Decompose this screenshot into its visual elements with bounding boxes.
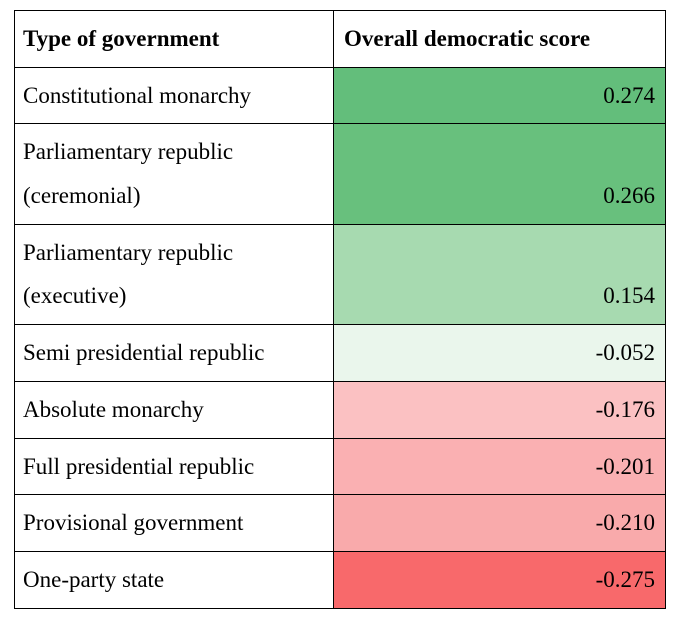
row-label: Parliamentary republic (ceremonial) xyxy=(15,124,334,224)
header-row: Type of government Overall democratic sc… xyxy=(15,11,666,68)
header-type: Type of government xyxy=(15,11,334,68)
democratic-score-table: Type of government Overall democratic sc… xyxy=(14,10,666,609)
row-label: One-party state xyxy=(15,551,334,608)
row-value: 0.154 xyxy=(333,224,665,324)
row-label: Constitutional monarchy xyxy=(15,67,334,124)
row-label: Semi presidential republic xyxy=(15,325,334,382)
table-row: Provisional government -0.210 xyxy=(15,495,666,552)
row-label: Parliamentary republic (executive) xyxy=(15,224,334,324)
row-value: -0.176 xyxy=(333,381,665,438)
row-value: -0.201 xyxy=(333,438,665,495)
table-row: Constitutional monarchy 0.274 xyxy=(15,67,666,124)
row-value: -0.210 xyxy=(333,495,665,552)
row-label: Provisional government xyxy=(15,495,334,552)
table-row: Full presidential republic -0.201 xyxy=(15,438,666,495)
header-score: Overall democratic score xyxy=(333,11,665,68)
table-row: Semi presidential republic -0.052 xyxy=(15,325,666,382)
row-value: 0.266 xyxy=(333,124,665,224)
table-container: Type of government Overall democratic sc… xyxy=(0,0,680,619)
row-value: -0.275 xyxy=(333,551,665,608)
table-row: One-party state -0.275 xyxy=(15,551,666,608)
row-value: -0.052 xyxy=(333,325,665,382)
table-row: Parliamentary republic (executive) 0.154 xyxy=(15,224,666,324)
table-row: Parliamentary republic (ceremonial) 0.26… xyxy=(15,124,666,224)
table-row: Absolute monarchy -0.176 xyxy=(15,381,666,438)
row-label: Full presidential republic xyxy=(15,438,334,495)
row-label: Absolute monarchy xyxy=(15,381,334,438)
row-value: 0.274 xyxy=(333,67,665,124)
